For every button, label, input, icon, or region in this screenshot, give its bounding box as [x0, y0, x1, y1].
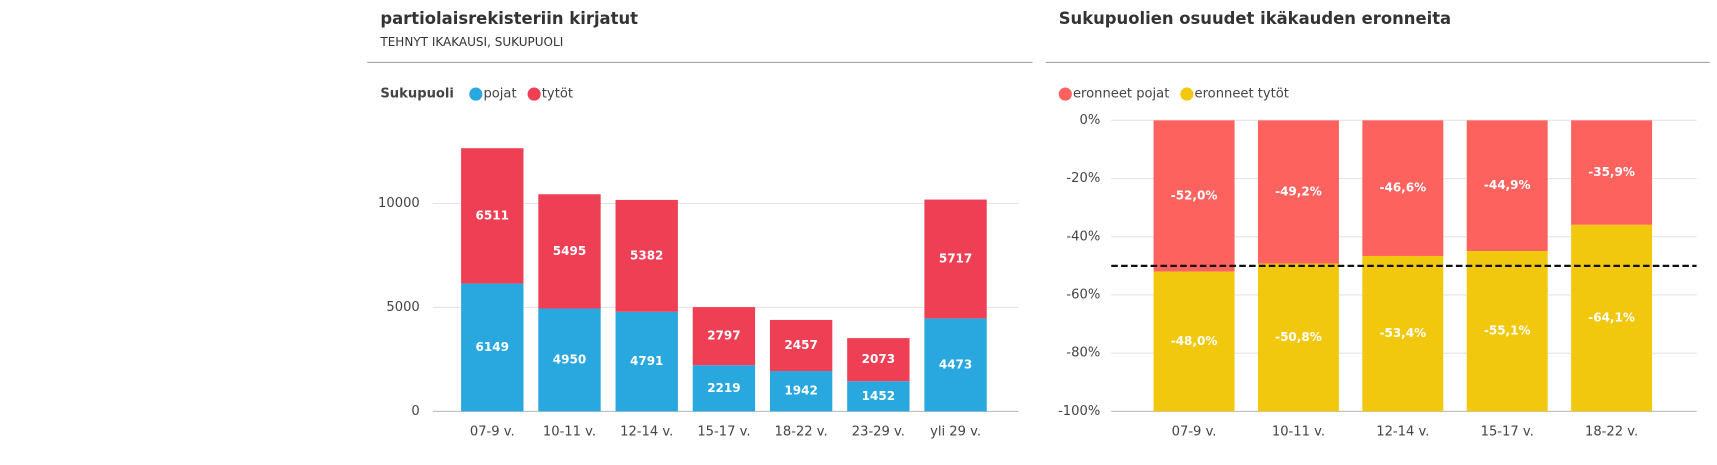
bar-segment	[769, 371, 833, 412]
bar-segment	[1466, 251, 1548, 412]
data-label: 4950	[553, 352, 586, 366]
y-tick-label: 5000	[386, 300, 419, 315]
bar-segment	[1257, 120, 1339, 264]
chart-title: partiolaisrekisteriin kirjatut	[380, 9, 638, 28]
data-label: 5495	[553, 244, 586, 258]
y-tick-label: -60%	[1066, 287, 1100, 302]
data-label: 2073	[862, 352, 895, 366]
y-tick-label: -20%	[1066, 171, 1100, 186]
data-label: -48,0%	[1171, 334, 1218, 348]
bar-segment	[615, 311, 678, 412]
data-label: -44,9%	[1484, 178, 1531, 192]
bar-segment	[692, 365, 756, 412]
bar-segment	[538, 194, 601, 309]
legend-marker	[1180, 87, 1194, 101]
bar-segment	[1153, 120, 1235, 272]
data-label: 6511	[476, 208, 509, 222]
bar-segment	[538, 308, 601, 412]
data-label: -49,2%	[1275, 184, 1322, 198]
legend-label: pojat	[483, 87, 516, 102]
x-tick-label: 07-9 v.	[470, 425, 515, 440]
data-label: 2797	[707, 329, 740, 343]
bar-segment	[1153, 271, 1235, 412]
data-label: 4473	[939, 357, 972, 371]
bar-segment	[847, 381, 910, 412]
x-tick-label: 10-11 v.	[1272, 425, 1325, 440]
bar-segment	[1466, 120, 1548, 252]
legend-marker	[1058, 87, 1072, 101]
bar-segment	[1362, 120, 1444, 256]
y-tick-label: -100%	[1058, 404, 1100, 419]
legend-label: eronneet pojat	[1073, 87, 1169, 102]
legend-label: eronneet tytöt	[1195, 87, 1289, 102]
legend-marker	[527, 87, 541, 101]
data-label: 6149	[476, 340, 509, 354]
x-tick-label: 23-29 v.	[852, 425, 905, 440]
bar-segment	[615, 199, 678, 312]
chart-subtitle: TEHNYT IKAKAUSI, SUKUPUOLI	[379, 35, 563, 49]
legend-label: tytöt	[542, 87, 573, 102]
x-tick-label: 07-9 v.	[1172, 425, 1217, 440]
x-tick-label: 15-17 v.	[1481, 425, 1534, 440]
data-label: 2457	[784, 338, 817, 352]
y-tick-label: -80%	[1066, 346, 1100, 361]
data-label: -52,0%	[1171, 189, 1218, 203]
bar-segment	[461, 283, 524, 412]
x-tick-label: yli 29 v.	[930, 425, 981, 440]
y-tick-label: -40%	[1066, 229, 1100, 244]
bar-segment	[769, 319, 833, 372]
bar-segment	[1571, 120, 1653, 225]
bar-segment	[924, 199, 987, 319]
y-tick-label: 0	[411, 404, 419, 419]
y-tick-label: 0%	[1079, 113, 1100, 128]
legend-title: Sukupuoli	[380, 87, 454, 102]
data-label: -50,8%	[1275, 330, 1322, 344]
data-label: -55,1%	[1484, 324, 1531, 338]
data-label: -53,4%	[1379, 326, 1426, 340]
x-tick-label: 12-14 v.	[620, 425, 673, 440]
data-label: 1942	[784, 384, 817, 398]
y-tick-label: 10000	[378, 196, 420, 211]
bar-segment	[461, 148, 524, 284]
data-label: -64,1%	[1588, 311, 1635, 325]
legend-marker	[469, 87, 483, 101]
bar-segment	[847, 338, 910, 382]
data-label: 2219	[707, 381, 740, 395]
data-label: 1452	[862, 389, 895, 403]
data-label: -35,9%	[1588, 165, 1635, 179]
chart-title: Sukupuolien osuudet ikäkauden eronneita	[1059, 9, 1451, 28]
x-tick-label: 15-17 v.	[697, 425, 750, 440]
bar-segment	[1257, 263, 1339, 412]
data-label: -46,6%	[1379, 181, 1426, 195]
bar-segment	[924, 318, 987, 412]
data-label: 5382	[630, 248, 663, 262]
bar-segment	[692, 307, 756, 366]
x-tick-label: 10-11 v.	[543, 425, 596, 440]
x-tick-label: 18-22 v.	[1585, 425, 1638, 440]
data-label: 5717	[939, 251, 972, 265]
bar-segment	[1362, 255, 1444, 412]
x-tick-label: 12-14 v.	[1376, 425, 1429, 440]
x-tick-label: 18-22 v.	[775, 425, 828, 440]
data-label: 4791	[630, 354, 663, 368]
bar-segment	[1571, 224, 1653, 412]
